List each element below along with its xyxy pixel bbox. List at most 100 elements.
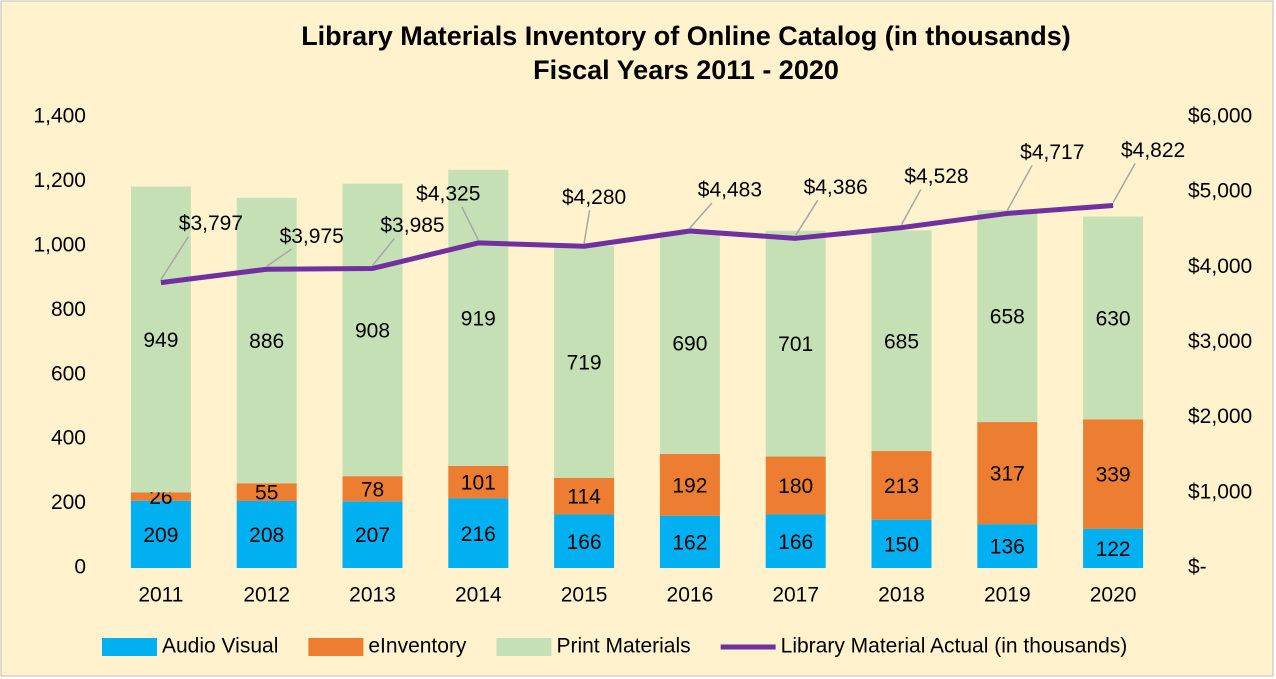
- bar-segment: [977, 422, 1038, 525]
- chart-subtitle: Fiscal Years 2011 - 2020: [533, 55, 839, 85]
- y2-tick-label: $3,000: [1188, 330, 1252, 353]
- bar-value-label: 209: [143, 524, 178, 547]
- bar-value-label: 166: [778, 531, 813, 554]
- leader-line: [795, 199, 819, 236]
- bar-segment: [236, 197, 297, 484]
- leader-line: [160, 236, 190, 280]
- y2-tick-label: $6,000: [1188, 105, 1252, 128]
- legend-label: Library Material Actual (in thousands): [781, 635, 1128, 658]
- legend-swatch: [308, 638, 364, 656]
- bar-value-label: 162: [672, 531, 707, 554]
- x-tick-label: 2014: [455, 584, 502, 607]
- x-tick-label: 2018: [878, 584, 925, 607]
- leader-line: [1112, 163, 1136, 203]
- leader-line: [371, 237, 396, 266]
- line-value-label: $3,797: [179, 212, 243, 235]
- x-tick-label: 2020: [1090, 584, 1137, 607]
- y2-tick-label: $5,000: [1188, 180, 1252, 203]
- bar-value-label: 150: [884, 533, 919, 556]
- bar-segment: [130, 500, 191, 568]
- bar-value-label: 213: [884, 475, 919, 498]
- y-tick-label: 400: [51, 427, 86, 450]
- bar-segment: [765, 456, 826, 515]
- bar-value-label: 630: [1096, 308, 1131, 331]
- bar-segment: [130, 186, 191, 493]
- bar-value-label: 919: [461, 307, 496, 330]
- bar-value-label: 101: [461, 472, 496, 495]
- x-tick-label: 2011: [138, 584, 183, 607]
- bar-value-label: 136: [990, 536, 1025, 559]
- bar-value-label: 208: [249, 524, 284, 547]
- bar-segment: [871, 519, 932, 568]
- line-value-label: $3,985: [380, 214, 444, 237]
- bar-segment: [659, 453, 720, 516]
- line-value-label: $4,822: [1121, 139, 1185, 162]
- bar-value-label: 339: [1096, 464, 1131, 487]
- bar-segment: [765, 230, 826, 457]
- x-tick-label: 2013: [349, 584, 396, 607]
- bar-value-label: 166: [567, 531, 602, 554]
- bar-segment: [871, 451, 932, 520]
- bar-segment: [342, 501, 403, 568]
- bar-segment: [130, 492, 191, 501]
- x-tick-label: 2017: [772, 584, 819, 607]
- bar-value-label: 949: [143, 329, 178, 352]
- bar-segment: [977, 524, 1038, 568]
- x-tick-label: 2019: [984, 584, 1031, 607]
- bar-value-label: 701: [778, 333, 813, 356]
- y2-tick-label: $4,000: [1188, 255, 1252, 278]
- line-value-label: $4,528: [904, 165, 968, 188]
- bar-value-label: 55: [255, 482, 278, 505]
- bar-value-label: 78: [361, 478, 384, 501]
- y2-tick-label: $1,000: [1188, 480, 1252, 503]
- chart-title: Library Materials Inventory of Online Ca…: [301, 21, 1071, 51]
- bar-segment: [659, 231, 720, 454]
- y-tick-label: 0: [74, 556, 86, 579]
- bar-segment: [342, 183, 403, 477]
- bar-segment: [448, 465, 509, 499]
- x-tick-label: 2016: [667, 584, 714, 607]
- bar-value-label: 317: [990, 463, 1025, 486]
- x-tick-label: 2015: [561, 584, 608, 607]
- bar-value-label: 886: [249, 330, 284, 353]
- bar-value-label: 685: [884, 330, 919, 353]
- bar-segment: [765, 514, 826, 568]
- line-value-label: $4,386: [804, 176, 868, 199]
- bar-segment: [1083, 419, 1144, 529]
- bar-value-label: 719: [567, 352, 602, 375]
- leader-line: [900, 189, 922, 226]
- line-value-label: $4,325: [416, 182, 480, 205]
- y-tick-label: 1,200: [33, 169, 86, 192]
- leader-line: [1006, 165, 1033, 211]
- bar-segment: [977, 210, 1038, 423]
- y-tick-label: 200: [51, 491, 86, 514]
- leader-line: [583, 210, 591, 244]
- legend-swatch: [102, 638, 157, 656]
- bar-value-label: 114: [567, 486, 601, 509]
- bar-segment: [448, 169, 509, 466]
- y-tick-label: 1,000: [33, 233, 86, 256]
- y-tick-label: 1,400: [33, 105, 86, 128]
- y-tick-label: 600: [51, 362, 86, 385]
- line: [160, 203, 1114, 286]
- bar-segment: [554, 246, 615, 478]
- legend-label: Print Materials: [556, 635, 690, 658]
- bar-value-label: 690: [672, 332, 707, 355]
- bar-segment: [448, 498, 509, 568]
- y2-tick-label: $-: [1188, 556, 1207, 579]
- bar-value-label: 207: [355, 524, 390, 547]
- y2-tick-label: $2,000: [1188, 405, 1252, 428]
- line-value-label: $4,483: [698, 179, 762, 202]
- bar-value-label: 180: [778, 475, 813, 498]
- bar-value-label: 908: [355, 319, 390, 342]
- leader-line: [689, 202, 713, 229]
- bar-value-label: 122: [1096, 538, 1131, 561]
- bar-segment: [1083, 216, 1144, 420]
- x-tick-label: 2012: [243, 584, 290, 607]
- legend-label: Audio Visual: [162, 635, 278, 658]
- bar-segment: [236, 483, 297, 501]
- line-value-label: $4,280: [562, 186, 626, 209]
- bar-value-label: 216: [461, 523, 496, 546]
